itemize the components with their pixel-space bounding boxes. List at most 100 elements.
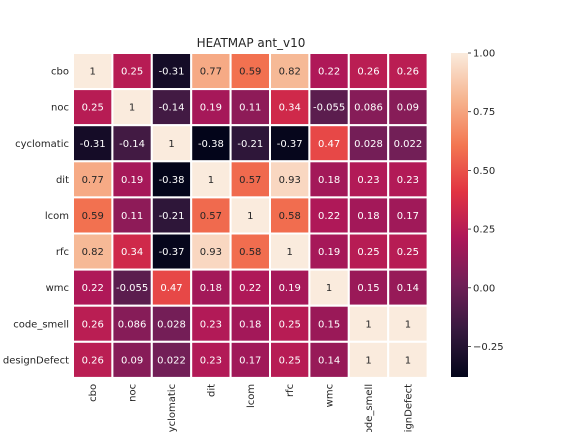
heatmap-cell-code_smell-designDefect [387, 304, 429, 343]
cell-value-label: 1 [365, 355, 371, 366]
cell-value-label: 0.57 [239, 175, 261, 186]
cell-value-label: 0.15 [357, 283, 379, 294]
cell-value-label: 0.15 [318, 319, 340, 330]
column-tick-designDefect: designDefect [403, 384, 414, 432]
cell-value-label: 0.17 [239, 355, 261, 366]
cell-value-label: 0.57 [200, 211, 222, 222]
cell-value-label: 0.77 [200, 67, 222, 78]
cell-value-label: -0.38 [159, 175, 185, 186]
cell-value-label: 0.82 [279, 67, 301, 78]
cell-value-label: 0.23 [200, 355, 222, 366]
cell-value-label: 0.34 [121, 247, 143, 258]
cell-value-label: 0.26 [397, 67, 419, 78]
cell-value-label: 0.18 [357, 211, 379, 222]
heatmap-cell-designDefect-lcom [229, 340, 272, 379]
cell-value-label: 1 [90, 67, 96, 78]
column-tick-rfc: rfc [285, 384, 296, 397]
column-tick-cyclomatic: cyclomatic [167, 384, 178, 432]
cell-value-label: -0.21 [159, 211, 185, 222]
heatmap-cell-cbo-code_smell [347, 52, 390, 91]
cell-value-label: 0.47 [160, 283, 182, 294]
heatmap-cells [72, 52, 429, 379]
cell-value-label: 0.82 [82, 247, 104, 258]
row-tick-cyclomatic: cyclomatic [15, 139, 69, 150]
cell-value-label: 0.25 [279, 319, 301, 330]
cell-value-label: 0.19 [200, 103, 222, 114]
cell-value-label: 1 [208, 175, 214, 186]
heatmap-cell-cyclomatic-noc [111, 124, 153, 163]
cell-value-label: 0.19 [279, 283, 301, 294]
heatmap-cell-cyclomatic-cbo [72, 124, 114, 163]
heatmap-cell-labels: 1 0.25 -0.31 0.77 0.59 0.82 0.22 0.26 0.26 0.25 1 -… [80, 67, 422, 367]
heatmap-cell-rfc-rfc [269, 232, 311, 271]
row-tick-lcom: lcom [45, 211, 69, 222]
heatmap-cell-designDefect-designDefect [387, 340, 429, 379]
heatmap-cell-rfc-cbo [72, 232, 114, 271]
cell-value-label: 0.59 [82, 211, 104, 222]
cell-value-label: 0.09 [397, 103, 419, 114]
heatmap-cell-designDefect-noc [111, 340, 153, 379]
cell-value-label: 0.22 [82, 283, 104, 294]
cell-value-label: 1 [365, 319, 371, 330]
cell-value-label: 0.34 [279, 103, 301, 114]
cell-value-label: -0.14 [119, 139, 145, 150]
cell-value-label: -0.14 [159, 103, 185, 114]
heatmap-cell-wmc-cbo [72, 268, 114, 307]
cell-value-label: 0.25 [121, 67, 143, 78]
cell-value-label: 0.14 [397, 283, 419, 294]
heatmap-cell-code_smell-dit [190, 304, 232, 343]
cell-value-label: 1 [405, 355, 411, 366]
column-tick-code_smell: code_smell [364, 384, 375, 432]
colorbar-gradient [451, 53, 468, 377]
heatmap-cell-wmc-wmc [308, 268, 350, 307]
cell-value-label: 0.25 [82, 103, 104, 114]
cell-value-label: -0.38 [198, 139, 224, 150]
cell-value-label: 0.18 [318, 175, 340, 186]
cell-value-label: -0.055 [313, 103, 345, 114]
cell-value-label: 0.18 [239, 319, 261, 330]
cell-value-label: 0.22 [318, 211, 340, 222]
cell-value-label: 0.086 [354, 103, 383, 114]
heatmap-cell-dit-dit [190, 160, 232, 199]
cell-value-label: 0.19 [121, 175, 143, 186]
cell-value-label: 0.22 [239, 283, 261, 294]
colorbar-tick-label: −0.25 [473, 342, 504, 353]
cell-value-label: 0.25 [357, 247, 379, 258]
row-tick-noc: noc [51, 103, 69, 114]
heatmap-cell-designDefect-rfc [269, 340, 311, 379]
colorbar-tick-label: 0.25 [473, 225, 495, 236]
cell-value-label: 0.25 [279, 355, 301, 366]
cell-value-label: 0.25 [397, 247, 419, 258]
cell-value-label: 0.23 [357, 175, 379, 186]
heatmap-cell-rfc-lcom [229, 232, 272, 271]
heatmap-cell-code_smell-rfc [269, 304, 311, 343]
cell-value-label: 0.23 [397, 175, 419, 186]
colorbar-tick-label: 0.75 [473, 107, 495, 118]
cell-value-label: 0.47 [318, 139, 340, 150]
cell-value-label: 1 [405, 319, 411, 330]
heatmap-cell-rfc-designDefect [387, 232, 429, 271]
cell-value-label: 0.14 [318, 355, 340, 366]
colorbar-tick-label: 1.00 [473, 49, 495, 60]
row-tick-designDefect: designDefect [3, 355, 69, 366]
colorbar-tick-label: 0.00 [473, 283, 495, 294]
cell-value-label: 0.58 [239, 247, 261, 258]
cell-value-label: 0.028 [354, 139, 383, 150]
cell-value-label: 0.26 [82, 319, 104, 330]
heatmap-cell-designDefect-cyclomatic [150, 340, 193, 379]
cell-value-label: -0.37 [277, 139, 303, 150]
heatmap-cell-noc-wmc [308, 88, 350, 127]
colorbar: 1.00 0.75 0.50 0.25 0.00 −0.25 [451, 49, 504, 377]
cell-value-label: 1 [129, 103, 135, 114]
cell-value-label: 0.23 [200, 319, 222, 330]
cell-value-label: 0.09 [121, 355, 143, 366]
cell-value-label: 0.26 [82, 355, 104, 366]
cell-value-label: 1 [326, 283, 332, 294]
row-tick-wmc: wmc [46, 283, 69, 294]
cell-value-label: 0.77 [82, 175, 104, 186]
cell-value-label: 0.022 [394, 139, 423, 150]
column-tick-dit: dit [206, 384, 217, 397]
cell-value-label: -0.31 [159, 67, 185, 78]
heatmap-cell-noc-cbo [72, 88, 114, 127]
